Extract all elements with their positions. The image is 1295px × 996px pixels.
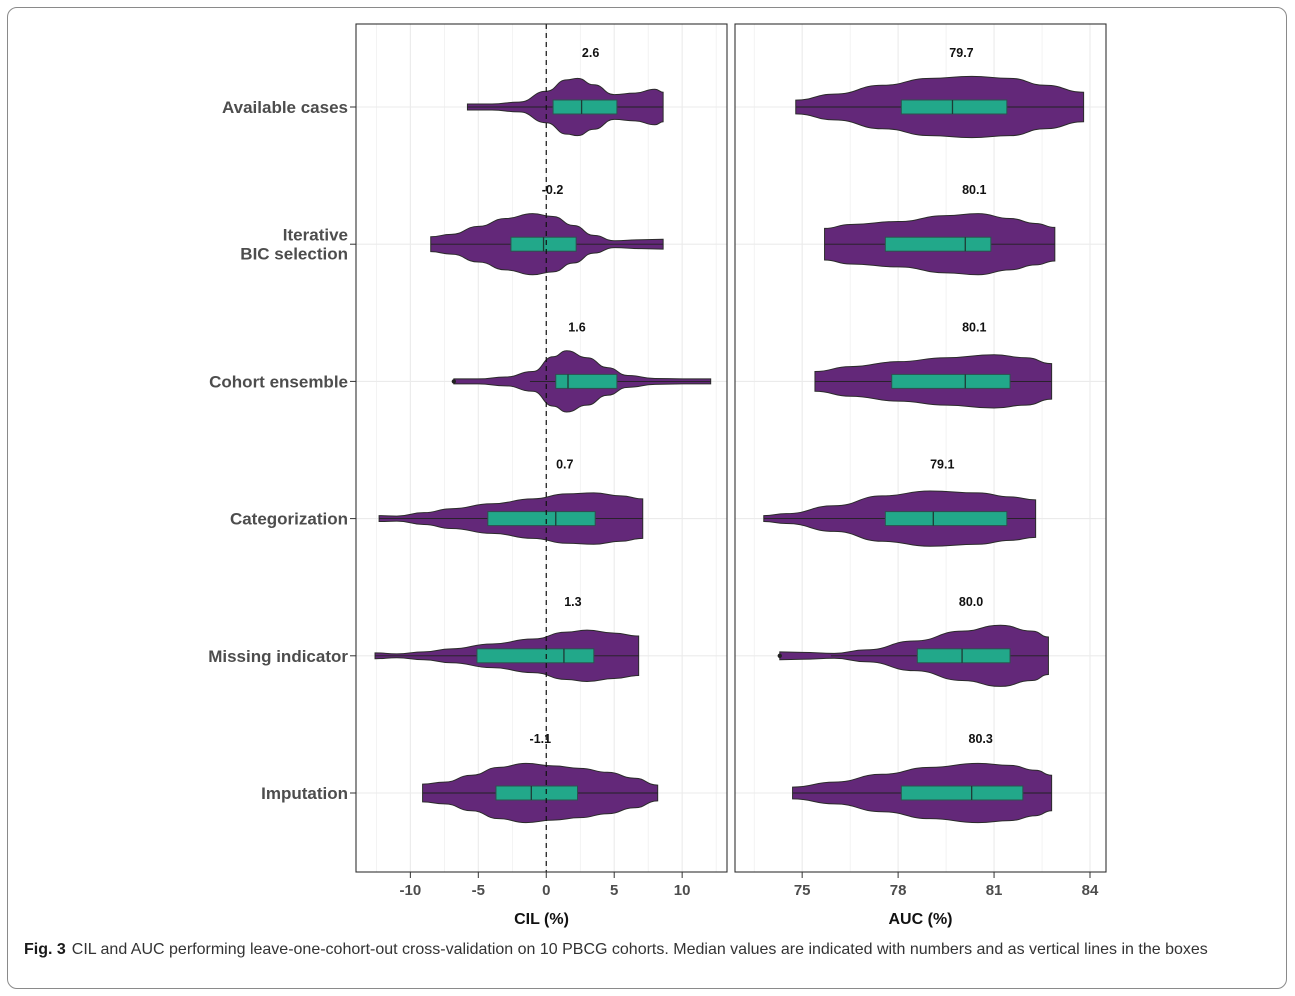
x-tick-label: -5	[472, 882, 485, 899]
iqr-box	[552, 99, 618, 115]
panel-cil: 2.6 -0.2 1.6 0.7 1.3 -1.1 -10 -5 0 5 10 CIL (%)	[355, 23, 728, 928]
iqr-box	[900, 785, 1024, 801]
x-tick-label: 75	[794, 882, 811, 899]
median-value-label: 80.1	[962, 320, 986, 334]
x-axis-title: CIL (%)	[514, 911, 569, 928]
x-axis-title: AUC (%)	[889, 911, 953, 928]
median-value-label: 1.3	[564, 595, 581, 609]
median-value-label: -0.2	[542, 183, 564, 197]
category-label: Iterative BIC selection	[240, 226, 348, 264]
iqr-box	[555, 373, 618, 389]
x-tick-label: -10	[400, 882, 422, 899]
category-label: Categorization	[230, 510, 348, 529]
median-value-label: 80.3	[969, 732, 993, 746]
median-value-label: 80.1	[962, 183, 986, 197]
category-label: Available cases	[222, 98, 348, 117]
x-tick-label: 84	[1082, 882, 1099, 899]
median-value-label: 0.7	[556, 458, 573, 472]
category-label: Cohort ensemble	[209, 372, 348, 391]
x-tick-label: 5	[610, 882, 618, 899]
caption-text: CIL and AUC performing leave-one-cohort-…	[71, 941, 1208, 958]
category-labels: Available cases Iterative BIC selection Coh…	[208, 98, 356, 803]
caption-figure-number: Fig. 3	[24, 941, 66, 958]
x-tick-label: 10	[674, 882, 691, 899]
panel-auc: 79.7 80.1 80.1 79.1 80.0 80.3 75 78 81 84 AUC (%)	[734, 23, 1107, 928]
figure-frame	[7, 7, 1287, 989]
x-tick-label: 81	[986, 882, 1003, 899]
iqr-box	[891, 373, 1011, 389]
median-value-label: 2.6	[582, 46, 599, 60]
iqr-box	[476, 648, 595, 664]
category-label: Imputation	[261, 784, 348, 803]
iqr-box	[884, 511, 1008, 527]
figure-caption: Fig. 3 CIL and AUC performing leave-one-c…	[24, 936, 1264, 963]
x-tick-label: 0	[542, 882, 550, 899]
category-label: Missing indicator	[208, 647, 348, 666]
panel-background	[735, 24, 1106, 872]
panel-border	[734, 23, 1107, 873]
median-value-label: 80.0	[959, 595, 983, 609]
outlier-point	[777, 653, 782, 658]
iqr-box	[900, 99, 1008, 115]
iqr-box	[495, 785, 579, 801]
violin-chart: Available cases Iterative BIC selection Coh…	[208, 23, 1107, 928]
iqr-box	[916, 648, 1011, 664]
median-value-label: 79.7	[949, 46, 973, 60]
iqr-box	[487, 511, 596, 527]
panel-border	[355, 23, 728, 873]
panel-background	[356, 24, 727, 872]
median-value-label: 1.6	[568, 320, 585, 334]
median-value-label: 79.1	[930, 458, 954, 472]
x-tick-label: 78	[890, 882, 907, 899]
median-value-label: -1.1	[530, 732, 552, 746]
outlier-point	[451, 379, 457, 384]
iqr-box	[884, 236, 992, 252]
